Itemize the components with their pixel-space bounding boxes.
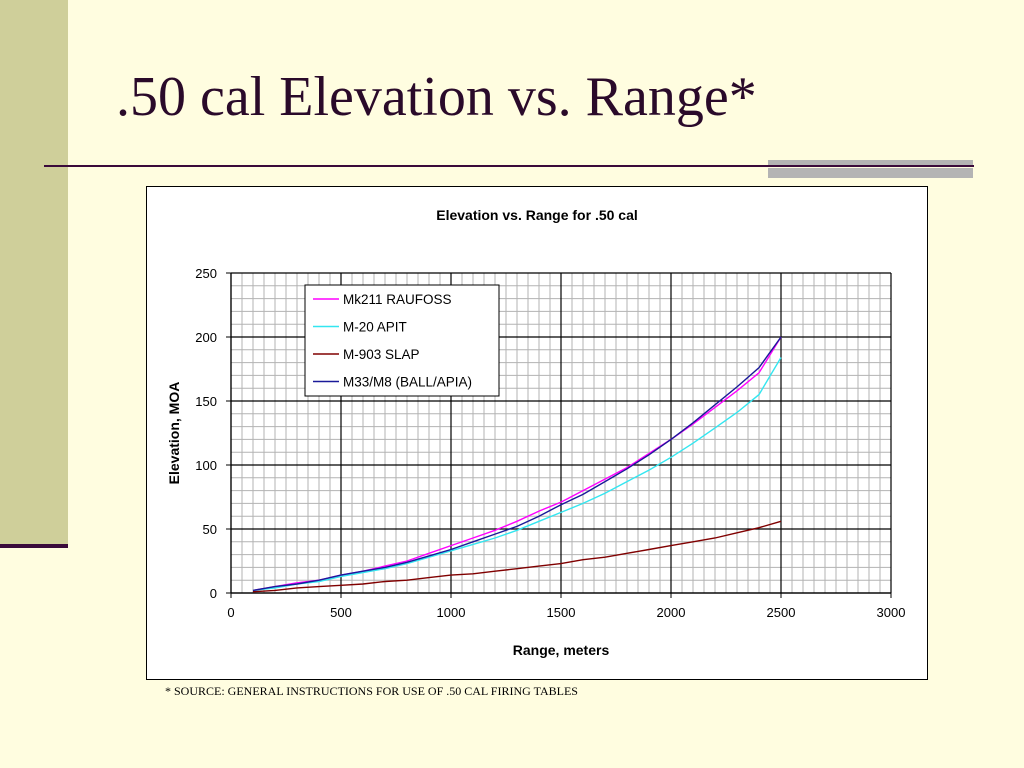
y-tick-label: 0 — [210, 586, 217, 601]
x-axis-label: Range, meters — [513, 642, 610, 658]
x-tick-label: 3000 — [877, 605, 906, 620]
y-tick-label: 50 — [203, 522, 217, 537]
y-tick-label: 150 — [195, 394, 217, 409]
legend-box — [304, 284, 500, 397]
chart-axes: 0 500 1000 1500 2000 2500 3000 0 50 100 150 200 250 — [195, 266, 905, 620]
x-tick-label: 1500 — [547, 605, 576, 620]
legend-entry: Mk211 RAUFOSS — [343, 292, 452, 307]
x-tick-label: 2500 — [767, 605, 796, 620]
series-line — [252, 520, 782, 593]
sidebar-rule — [0, 544, 68, 548]
chart: 0 500 1000 1500 2000 2500 3000050100150200250 … — [166, 207, 905, 658]
y-tick-label: 250 — [195, 266, 217, 281]
y-tick-label: 100 — [195, 458, 217, 473]
chart-series — [252, 336, 782, 593]
title-accent-bars — [768, 160, 973, 178]
legend-entry: M-903 SLAP — [343, 347, 420, 362]
source-note: * SOURCE: GENERAL INSTRUCTIONS FOR USE O… — [165, 684, 578, 698]
chart-frame: 0 500 1000 1500 2000 2500 3000 0 50 100 150 200 250 … — [146, 186, 928, 680]
x-tick-label: 500 — [330, 605, 352, 620]
x-tick-label: 1000 — [437, 605, 466, 620]
chart-legend: Mk211 RAUFOSS M-20 APIT M-903 SLAP M33/M8 (… — [304, 284, 500, 397]
x-tick-label: 2000 — [657, 605, 686, 620]
slide-title: .50 cal Elevation vs. Range* — [116, 66, 757, 128]
y-tick-label: 200 — [195, 330, 217, 345]
x-tick-label: 0 — [227, 605, 234, 620]
title-divider — [44, 165, 974, 167]
series-line — [252, 357, 782, 592]
y-axis-label: Elevation, MOA — [166, 382, 182, 485]
legend-entry: M33/M8 (BALL/APIA) — [343, 375, 472, 390]
legend-entry: M-20 APIT — [343, 320, 407, 335]
series-line — [252, 336, 782, 592]
sidebar-decoration — [0, 0, 68, 544]
chart-title: Elevation vs. Range for .50 cal — [436, 207, 638, 223]
